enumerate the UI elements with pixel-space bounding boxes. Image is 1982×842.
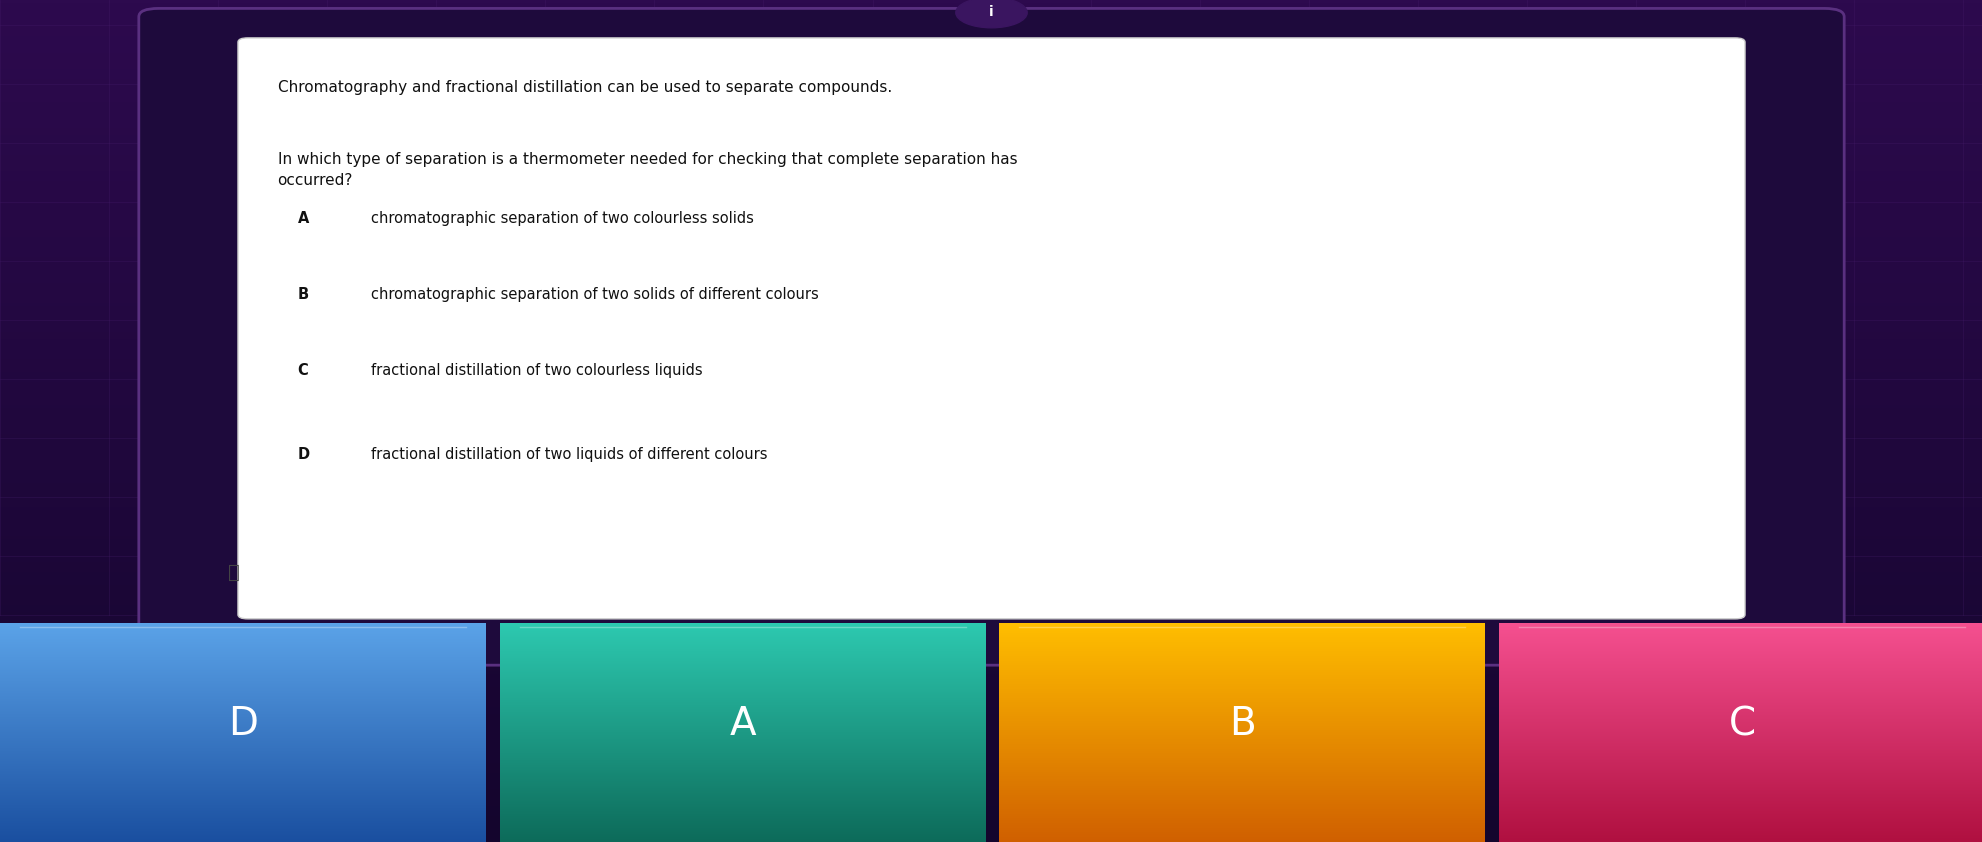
Text: A: A (729, 705, 755, 743)
Text: B: B (1229, 705, 1255, 743)
Text: B: B (297, 287, 309, 302)
Text: fractional distillation of two colourless liquids: fractional distillation of two colourles… (371, 363, 702, 378)
Text: chromatographic separation of two colourless solids: chromatographic separation of two colour… (371, 211, 753, 226)
Text: fractional distillation of two liquids of different colours: fractional distillation of two liquids o… (371, 447, 767, 462)
FancyBboxPatch shape (238, 38, 1744, 619)
Text: chromatographic separation of two solids of different colours: chromatographic separation of two solids… (371, 287, 819, 302)
Text: D: D (297, 447, 309, 462)
Text: In which type of separation is a thermometer needed for checking that complete s: In which type of separation is a thermom… (277, 152, 1017, 188)
Text: ⌕: ⌕ (228, 563, 240, 582)
Text: C: C (297, 363, 307, 378)
Text: A: A (297, 211, 309, 226)
Circle shape (955, 0, 1027, 28)
Text: i: i (989, 5, 993, 19)
FancyBboxPatch shape (139, 8, 1843, 665)
Text: Chromatography and fractional distillation can be used to separate compounds.: Chromatography and fractional distillati… (277, 80, 892, 95)
Text: D: D (228, 705, 258, 743)
Text: C: C (1728, 705, 1754, 743)
